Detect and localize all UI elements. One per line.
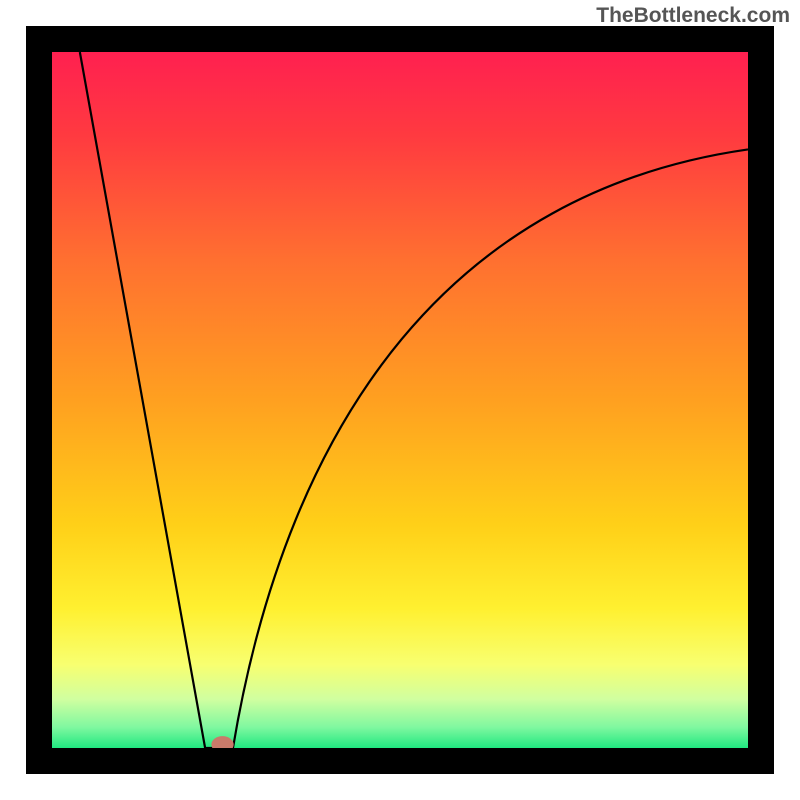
plot-area [52, 52, 748, 748]
marker-ellipse [211, 736, 233, 748]
watermark-text: TheBottleneck.com [596, 4, 790, 28]
optimal-point-marker [52, 52, 748, 748]
root: TheBottleneck.com [0, 0, 800, 800]
